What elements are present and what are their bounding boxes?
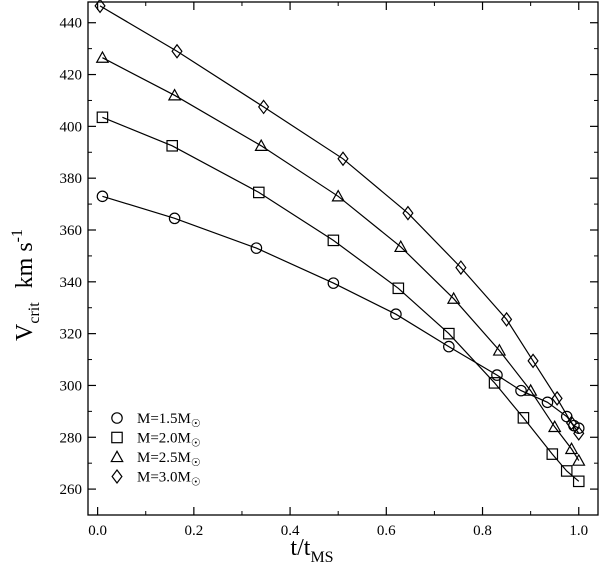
legend-label-main: M=2.5M: [137, 450, 191, 466]
data-point-square: [392, 282, 405, 295]
legend-label-main: M=1.5M: [137, 411, 191, 427]
legend-label-main: M=3.0M: [137, 470, 191, 486]
data-point-triangle: [254, 138, 268, 151]
y-tick-label: 280: [60, 430, 83, 446]
legend-entry: M=3.0M☉: [111, 469, 201, 489]
legend-label-sub: ☉: [191, 457, 201, 469]
legend-label-sub: ☉: [191, 438, 201, 450]
y-axis-label-units-sup: -1: [9, 229, 26, 242]
legend-label: M=3.0M☉: [137, 470, 201, 489]
data-point-triangle: [331, 189, 345, 202]
data-point-square: [96, 111, 109, 124]
data-point-diamond: [257, 99, 270, 115]
x-axis-label: t/tMS: [290, 535, 333, 566]
legend-marker-diamond: [111, 469, 123, 484]
data-point-square: [546, 448, 559, 460]
data-point-square: [443, 327, 455, 340]
y-tick-label: 320: [60, 327, 83, 343]
data-point-diamond: [551, 390, 563, 406]
plot-frame: [87, 1, 599, 516]
data-point-diamond: [402, 205, 414, 221]
series-line: [102, 57, 580, 461]
y-tick-label: 380: [60, 171, 83, 187]
data-point-triangle: [167, 88, 182, 101]
data-point-diamond: [337, 151, 349, 167]
y-tick-label: 420: [60, 68, 83, 84]
y-tick-label: 260: [60, 482, 83, 498]
legend-entry: M=1.5M☉: [111, 411, 201, 430]
x-axis-label-main: t/t: [290, 535, 310, 561]
legend-entry: M=2.0M☉: [111, 431, 201, 450]
x-tick-label: 0.0: [88, 523, 107, 539]
series-triangle: [95, 50, 586, 466]
data-point-diamond: [565, 415, 578, 431]
legend-label-sub: ☉: [191, 418, 201, 430]
series-line: [99, 5, 580, 434]
data-point-triangle: [446, 291, 461, 304]
data-point-triangle: [564, 441, 579, 455]
legend-marker-circle: [111, 412, 123, 424]
data-point-diamond: [94, 0, 106, 14]
series-diamond: [94, 0, 585, 441]
y-axis-label: Vcrit km s-1: [9, 229, 43, 341]
data-point-triangle: [572, 453, 586, 466]
data-point-triangle: [95, 50, 110, 63]
legend-label: M=1.5M☉: [137, 411, 201, 430]
data-point-diamond: [455, 260, 467, 276]
data-point-triangle: [523, 383, 538, 396]
data-point-circle: [515, 384, 527, 397]
series-square: [96, 111, 585, 488]
x-tick-label: 0.6: [377, 523, 396, 539]
legend-marker-triangle: [110, 450, 124, 463]
data-point-triangle: [492, 343, 507, 356]
data-point-circle: [491, 369, 503, 381]
x-tick-label: 0.2: [184, 523, 203, 539]
data-point-square: [166, 139, 178, 152]
data-point-diamond: [573, 425, 585, 441]
ticks: [88, 2, 598, 515]
plot-marks: [94, 0, 586, 488]
data-point-circle: [443, 340, 455, 353]
data-point-triangle: [393, 239, 408, 253]
y-tick-label: 360: [60, 223, 83, 239]
data-point-diamond: [527, 353, 539, 369]
legend-label-main: M=2.0M: [137, 431, 191, 447]
x-axis-label-sub: MS: [310, 549, 333, 566]
legend-label: M=2.0M☉: [137, 431, 201, 450]
data-point-square: [488, 377, 501, 389]
tick-labels: 0.0 0.2 0.4 0.6 0.8 1.0 260 280 300 320 340 360 380 4…: [60, 16, 589, 539]
x-tick-label: 0.4: [281, 523, 300, 539]
data-point-square: [560, 465, 573, 477]
data-point-circle: [390, 308, 402, 321]
data-point-circle: [250, 242, 263, 254]
y-tick-label: 340: [60, 275, 83, 291]
x-tick-label: 0.8: [473, 523, 492, 539]
data-point-circle: [327, 277, 340, 289]
y-axis-label-units: km s: [12, 242, 38, 288]
y-tick-label: 440: [60, 16, 83, 32]
y-axis-label-main: V: [12, 323, 38, 341]
legend-marker-square: [111, 431, 123, 444]
y-tick-label: 400: [60, 119, 83, 135]
data-point-square: [517, 412, 530, 424]
data-point-square: [572, 475, 585, 488]
legend-entry: M=2.5M☉: [110, 450, 201, 469]
data-point-diamond: [500, 311, 513, 327]
data-point-square: [253, 186, 265, 199]
data-point-triangle: [547, 419, 562, 433]
data-point-circle: [168, 212, 181, 225]
data-point-circle: [541, 396, 554, 409]
series-line: [102, 195, 580, 429]
data-point-circle: [96, 190, 109, 203]
x-tick-label: 1.0: [569, 523, 588, 539]
data-point-square: [327, 234, 340, 247]
legend-label-sub: ☉: [191, 477, 201, 489]
legend: M=1.5M☉M=2.0M☉M=2.5M☉M=3.0M☉: [110, 411, 201, 489]
legend-label: M=2.5M☉: [137, 450, 201, 469]
y-tick-label: 300: [60, 378, 83, 394]
series-circle: [96, 190, 585, 435]
y-axis-label-sub: crit: [26, 302, 43, 324]
data-point-diamond: [171, 43, 183, 59]
